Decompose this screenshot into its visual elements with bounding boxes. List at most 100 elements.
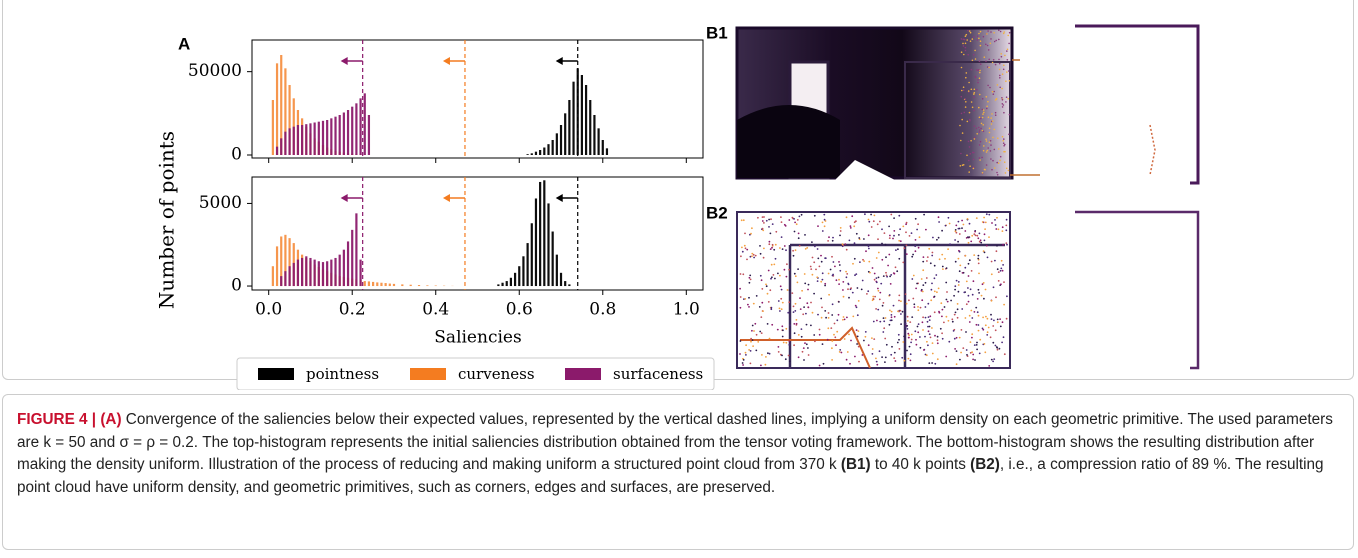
point (794, 310, 796, 312)
point (793, 323, 795, 325)
point (911, 256, 913, 258)
point (750, 350, 752, 352)
point (954, 239, 956, 241)
point (879, 292, 881, 294)
hist-bar (288, 266, 290, 286)
point (962, 132, 964, 134)
point (771, 276, 773, 278)
point (910, 360, 912, 362)
point (973, 280, 975, 282)
point (827, 240, 829, 242)
point (959, 251, 961, 253)
point (798, 356, 800, 358)
point (761, 332, 763, 334)
point (938, 216, 940, 218)
point (873, 298, 875, 300)
hist-bar (564, 113, 566, 155)
point (824, 310, 826, 312)
point (983, 217, 985, 219)
point (935, 274, 937, 276)
point (847, 351, 849, 353)
point (993, 91, 995, 93)
point (987, 66, 989, 68)
point (979, 233, 981, 235)
point (984, 351, 986, 353)
point (781, 221, 783, 223)
point (970, 288, 972, 290)
point (894, 352, 896, 354)
point (945, 225, 947, 227)
hist-bar (343, 113, 345, 156)
hist-bar (339, 115, 341, 155)
hist-bar (501, 283, 503, 286)
point (900, 310, 902, 312)
point (968, 171, 970, 173)
point (991, 300, 993, 302)
point (812, 257, 814, 259)
point (934, 296, 936, 298)
hist-bar (410, 285, 412, 286)
threshold-arrowhead (341, 194, 348, 202)
point (750, 233, 752, 235)
point (872, 267, 874, 269)
point (998, 228, 1000, 230)
hist-bar (393, 284, 395, 286)
point (796, 223, 798, 225)
point (856, 306, 858, 308)
point (974, 344, 976, 346)
point (970, 241, 972, 243)
point (968, 90, 970, 92)
point (979, 353, 981, 355)
x-tick-label: 0.8 (589, 300, 616, 320)
y-axis-label: Number of points (155, 131, 179, 309)
point (995, 64, 997, 66)
point (924, 336, 926, 338)
point (777, 329, 779, 331)
point (931, 327, 933, 329)
point (832, 237, 834, 239)
point (934, 265, 936, 267)
hist-bar (284, 132, 286, 155)
hist-bar (272, 266, 274, 286)
point (971, 351, 973, 353)
point (976, 89, 978, 91)
point (978, 330, 980, 332)
point (1000, 31, 1002, 33)
point (899, 348, 901, 350)
point (1006, 96, 1008, 98)
point (868, 248, 870, 250)
point (759, 306, 761, 308)
point (1005, 225, 1007, 227)
point (972, 354, 974, 356)
point (912, 298, 914, 300)
point (974, 137, 976, 139)
point (908, 334, 910, 336)
point (803, 306, 805, 308)
point (845, 271, 847, 273)
point (973, 254, 975, 256)
hist-bar (560, 273, 562, 286)
point (959, 270, 961, 272)
point (1008, 170, 1010, 172)
hist-bar (318, 122, 320, 155)
point (983, 145, 985, 147)
point (1002, 230, 1004, 232)
point (817, 225, 819, 227)
point (808, 284, 810, 286)
point (910, 353, 912, 355)
point (979, 94, 981, 96)
point (774, 278, 776, 280)
point (899, 228, 901, 230)
point (915, 339, 917, 341)
point (745, 352, 747, 354)
point (981, 157, 983, 159)
point (857, 314, 859, 316)
point (784, 269, 786, 271)
point (771, 324, 773, 326)
hist-bar (305, 256, 307, 286)
point (920, 347, 922, 349)
point (992, 62, 994, 64)
point (741, 219, 743, 221)
point (847, 288, 849, 290)
point (990, 314, 992, 316)
